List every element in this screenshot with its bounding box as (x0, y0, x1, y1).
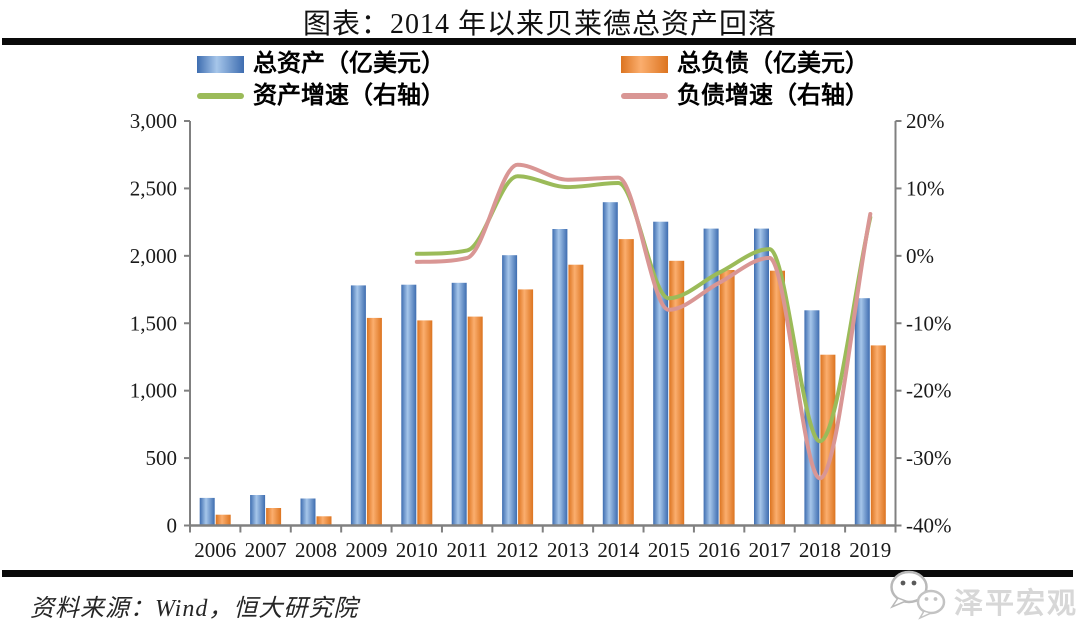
y-left-tick-label: 2,000 (130, 244, 177, 268)
top-divider (2, 38, 1076, 45)
y-left-tick-label: 1,500 (130, 311, 177, 335)
bar-total_liabilities-2009 (366, 317, 382, 526)
x-tick-label-2009: 2009 (345, 538, 387, 562)
x-tick-label-2007: 2007 (245, 538, 287, 562)
line-asset_growth (414, 174, 873, 444)
x-tick-label-2013: 2013 (547, 538, 589, 562)
legend-swatch-asset-growth (197, 93, 244, 99)
bar-total_liabilities-2008 (316, 516, 332, 526)
y-right-tick-label: 20% (906, 109, 945, 133)
legend-item-total-liabilities: 总负债（亿美元） (621, 52, 869, 76)
bar-total_assets-2006 (199, 497, 215, 526)
legend-label-asset-growth: 资产增速（右轴） (253, 83, 445, 109)
bar-total_liabilities-2012 (518, 289, 534, 526)
bar-total_assets-2009 (350, 285, 366, 526)
x-tick-label-2014: 2014 (597, 538, 640, 562)
legend-item-liability-growth: 负债增速（右轴） (621, 84, 869, 108)
bar-total_assets-2014 (602, 202, 618, 526)
y-right-tick-label: -20% (906, 379, 952, 403)
y-right-tick-label: -10% (906, 311, 952, 335)
bar-total_assets-2019 (854, 298, 870, 526)
legend-item-asset-growth: 资产增速（右轴） (197, 84, 445, 108)
bar-total_liabilities-2018 (820, 354, 836, 526)
source-note: 资料来源：Wind，恒大研究院 (30, 596, 359, 622)
y-left-tick-label: 3,000 (130, 109, 177, 133)
x-tick-label-2018: 2018 (799, 538, 841, 562)
bottom-divider (2, 570, 1073, 577)
bar-total_liabilities-2015 (669, 260, 685, 526)
y-left-tick-label: 2,500 (130, 176, 177, 200)
bar-total_liabilities-2007 (266, 508, 282, 526)
x-tick-label-2010: 2010 (396, 538, 438, 562)
legend-label-total-liabilities: 总负债（亿美元） (677, 51, 869, 77)
y-left-tick-label: 0 (167, 514, 178, 538)
bar-total_liabilities-2017 (770, 270, 785, 526)
legend-swatch-liability-growth (621, 93, 668, 99)
x-tick-label-2011: 2011 (447, 538, 488, 562)
y-right-tick-label: 0% (906, 244, 934, 268)
wechat-icon (889, 570, 946, 620)
y-left-tick-label: 500 (146, 446, 178, 470)
legend-item-total-assets: 总资产（亿美元） (197, 52, 445, 76)
bar-total_assets-2013 (552, 229, 568, 526)
x-tick-label-2012: 2012 (497, 538, 539, 562)
bar-total_assets-2007 (250, 495, 266, 526)
bar-total_assets-2010 (401, 284, 417, 526)
bar-total_liabilities-2013 (568, 264, 584, 526)
bar-total_assets-2015 (653, 221, 669, 526)
bar-total_assets-2017 (754, 228, 769, 526)
y-right-tick-label: 10% (906, 176, 945, 200)
bar-total_liabilities-2014 (618, 239, 634, 526)
chart-title: 图表：2014 年以来贝莱德总资产回落 (302, 9, 777, 40)
y-right-tick-label: -40% (906, 514, 952, 538)
x-tick-label-2008: 2008 (295, 538, 337, 562)
bar-total_liabilities-2006 (215, 514, 231, 526)
x-tick-label-2017: 2017 (749, 538, 791, 562)
x-tick-label-2015: 2015 (648, 538, 690, 562)
bar-total_liabilities-2019 (870, 345, 886, 526)
bar-total_liabilities-2011 (467, 316, 483, 526)
y-right-tick-label: -30% (906, 446, 952, 470)
x-tick-label-2019: 2019 (849, 538, 891, 562)
bar-total_assets-2011 (451, 282, 467, 526)
bar-total_assets-2018 (804, 310, 820, 526)
legend-swatch-total-liabilities (621, 55, 668, 73)
bar-total_liabilities-2016 (719, 270, 735, 526)
legend-label-total-assets: 总资产（亿美元） (253, 51, 445, 77)
x-tick-label-2016: 2016 (698, 538, 740, 562)
watermark-text: 泽平宏观 (954, 588, 1079, 620)
y-left-tick-label: 1,000 (130, 379, 177, 403)
x-tick-label-2006: 2006 (194, 538, 236, 562)
watermark: 泽平宏观 (884, 564, 1078, 626)
bar-total_assets-2016 (703, 228, 719, 526)
line-liability_growth (414, 162, 873, 481)
bar-total_assets-2008 (300, 498, 316, 526)
bar-total_liabilities-2010 (417, 320, 433, 526)
legend-swatch-total-assets (197, 55, 244, 73)
legend-label-liability-growth: 负债增速（右轴） (677, 83, 869, 109)
bar-total_assets-2012 (502, 255, 518, 526)
